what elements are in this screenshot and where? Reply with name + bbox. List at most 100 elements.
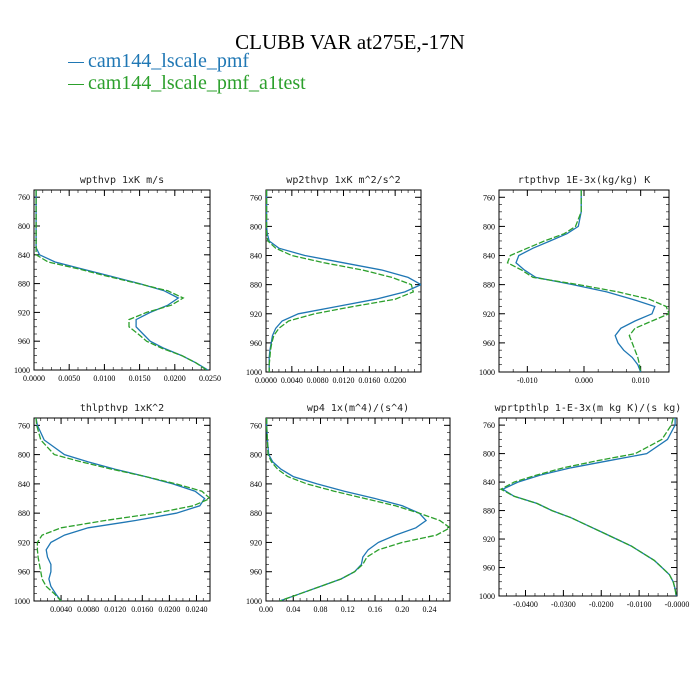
y-tick-label: 1000 [246,368,262,377]
series-line-1 [266,418,428,601]
y-tick-label: 840 [250,480,262,489]
y-tick-label: 1000 [479,368,495,377]
x-tick-label: 0.0160 [358,376,380,385]
y-tick-label: 920 [483,310,495,319]
y-tick-label: 760 [483,421,495,430]
y-tick-label: 960 [250,568,262,577]
series-line-2 [506,190,669,372]
x-tick-label: -0.0200 [589,600,614,609]
x-tick-label: 0.0200 [164,374,186,383]
x-tick-label: 0.0000 [23,374,45,383]
series-line-2 [266,190,415,372]
y-tick-label: 880 [250,509,262,518]
y-tick-label: 840 [483,252,495,261]
subplot-title: rtpthvp 1E-3x(kg/kg) K [518,175,650,186]
y-tick-label: 880 [18,509,30,518]
x-tick-label: -0.0100 [627,600,652,609]
x-tick-label: 0.0050 [58,374,80,383]
series-line-1 [501,418,677,596]
plot-frame [498,189,670,373]
x-tick-label: 0.24 [423,605,437,614]
series-line-1 [515,190,656,372]
y-tick-label: 840 [483,478,495,487]
x-tick-label: 0.0100 [93,374,115,383]
x-tick-label: -0.010 [517,376,538,385]
y-tick-label: 760 [250,421,262,430]
x-tick-label: 0.04 [286,605,300,614]
y-tick-label: 920 [18,308,30,317]
legend-label-1: cam144_lscale_pmf [88,50,250,72]
subplot-title: wp2thvp 1xK m^2/s^2 [286,175,400,186]
y-tick-label: 1000 [14,597,30,606]
plot-frame [498,417,678,597]
legend-item-1: cam144_lscale_pmf [68,50,306,72]
x-tick-label: 0.12 [341,605,355,614]
x-tick-label: 0.0000 [255,376,277,385]
x-tick-label: -0.0400 [513,600,538,609]
x-tick-label: 0.0080 [307,376,329,385]
x-tick-label: 0.000 [575,376,593,385]
y-tick-label: 920 [250,538,262,547]
y-tick-label: 800 [18,222,30,231]
y-tick-label: 880 [250,281,262,290]
x-tick-label: 0.0240 [185,605,207,614]
x-tick-label: 0.20 [395,605,409,614]
x-tick-label: 0.08 [314,605,328,614]
series-line-2 [499,418,677,596]
subplot-1: wpthvp 1xK m/s76080084088092096010000.00… [14,175,221,383]
legend-label-2: cam144_lscale_pmf_a1test [88,72,306,94]
y-tick-label: 960 [18,568,30,577]
x-tick-label: -0.0300 [551,600,576,609]
y-tick-label: 760 [483,193,495,202]
x-tick-label: 0.0120 [333,376,355,385]
subplot-2: wp2thvp 1xK m^2/s^2 760 800 840 880 920 960 100… [246,175,422,385]
y-tick-label: 760 [18,421,30,430]
x-tick-label: 0.0160 [131,605,153,614]
y-tick-label: 960 [483,564,495,573]
legend: cam144_lscale_pmf cam144_lscale_pmf_a1te… [68,50,306,94]
plot-frame [265,189,422,373]
y-tick-label: 800 [250,451,262,460]
y-tick-label: 800 [483,222,495,231]
series-line-2 [266,418,450,601]
y-tick-label: 880 [18,280,30,289]
y-tick-label: 1000 [246,597,262,606]
x-tick-label: 0.0040 [281,376,303,385]
subplot-title: wpthvp 1xK m/s [80,175,164,186]
y-tick-label: 1000 [479,592,495,601]
y-tick-label: 880 [483,507,495,516]
y-tick-label: 760 [18,193,30,202]
subplot-4: thlpthvp 1xK^2 760 800 840 880 920 960 1000 0.00… [14,403,211,614]
x-tick-label: 0.0250 [199,374,221,383]
subplot-title: wp4 1x(m^4)/(s^4) [307,403,409,414]
x-tick-label: -0.0000 [665,600,690,609]
y-tick-label: 840 [250,252,262,261]
legend-line-2-icon [68,83,84,85]
plot-frame [265,417,451,602]
legend-item-2: cam144_lscale_pmf_a1test [68,72,306,94]
subplot-3: rtpthvp 1E-3x(kg/kg) K 760 800 840 880 920 960… [479,175,670,385]
x-tick-label: 0.0150 [129,374,151,383]
y-tick-label: 1000 [14,366,30,375]
subplot-6: wprtpthlp 1-E-3x(m kg K)/(s kg)760 800 840… [479,403,689,609]
y-tick-label: 960 [483,339,495,348]
x-tick-label: 0.0120 [104,605,126,614]
y-tick-label: 840 [18,480,30,489]
y-tick-label: 800 [483,450,495,459]
y-tick-label: 920 [250,310,262,319]
y-tick-label: 760 [250,193,262,202]
x-tick-label: 0.0200 [158,605,180,614]
plot-frame [33,417,211,602]
subplot-title: thlpthvp 1xK^2 [80,403,164,414]
series-line-2 [35,418,210,601]
subplot-5: wp4 1x(m^4)/(s^4) 760 800 840 880 920 960 1000 0… [246,403,451,614]
y-tick-label: 800 [18,451,30,460]
y-tick-label: 920 [18,538,30,547]
subplot-title: wprtpthlp 1-E-3x(m kg K)/(s kg) [495,403,682,414]
x-tick-label: 0.010 [632,376,650,385]
x-tick-label: 0.16 [368,605,382,614]
y-tick-label: 920 [483,535,495,544]
y-tick-label: 880 [483,281,495,290]
y-tick-label: 960 [18,337,30,346]
